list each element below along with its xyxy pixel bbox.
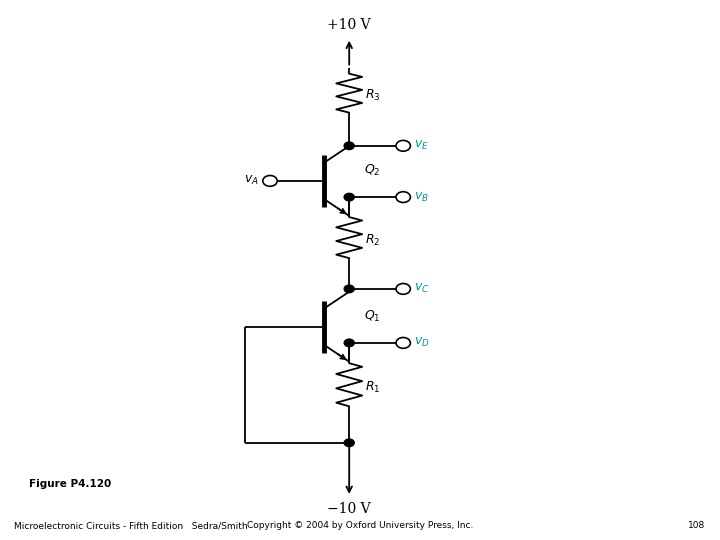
Circle shape: [344, 339, 354, 347]
Text: $R_3$: $R_3$: [365, 89, 381, 103]
Text: 108: 108: [688, 521, 706, 530]
Text: $v_C$: $v_C$: [414, 282, 429, 295]
Text: +10 V: +10 V: [328, 18, 371, 32]
Text: $v_A$: $v_A$: [244, 174, 259, 187]
Text: $v_D$: $v_D$: [414, 336, 430, 349]
Text: $Q_2$: $Q_2$: [364, 163, 380, 178]
Circle shape: [344, 285, 354, 293]
Text: $v_B$: $v_B$: [414, 191, 429, 204]
Text: $R_2$: $R_2$: [365, 233, 380, 248]
Circle shape: [344, 193, 354, 201]
Text: $R_1$: $R_1$: [365, 380, 380, 395]
Text: Microelectronic Circuits - Fifth Edition   Sedra/Smith: Microelectronic Circuits - Fifth Edition…: [14, 521, 248, 530]
Text: −10 V: −10 V: [328, 502, 371, 516]
Text: $Q_1$: $Q_1$: [364, 309, 380, 324]
Text: Figure P4.120: Figure P4.120: [29, 478, 111, 489]
Text: Copyright © 2004 by Oxford University Press, Inc.: Copyright © 2004 by Oxford University Pr…: [247, 521, 473, 530]
Text: $v_E$: $v_E$: [414, 139, 429, 152]
Circle shape: [344, 142, 354, 150]
Circle shape: [344, 439, 354, 447]
